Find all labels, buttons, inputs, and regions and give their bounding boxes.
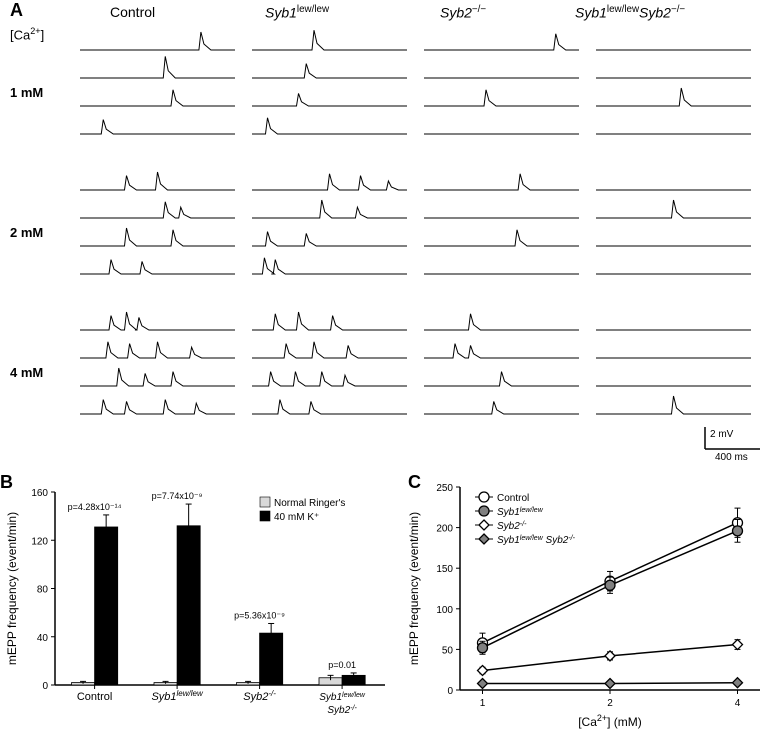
panel-a: A Control Syb1lew/lew Syb2−/− Syb1lew/le…: [0, 0, 775, 465]
trace: [424, 112, 579, 138]
svg-text:p=7.74x10⁻⁹: p=7.74x10⁻⁹: [152, 491, 203, 501]
trace: [252, 392, 407, 418]
svg-text:40: 40: [37, 633, 49, 644]
trace: [80, 364, 235, 390]
svg-text:40 mM K⁺: 40 mM K⁺: [274, 512, 319, 523]
trace: [252, 168, 407, 194]
svg-text:Normal Ringer's: Normal Ringer's: [274, 498, 345, 509]
svg-text:Syb1lew/lew: Syb1lew/lew: [497, 507, 544, 519]
scale-x-label: 400 ms: [715, 452, 748, 463]
trace: [424, 392, 579, 418]
panel-c: C 0 50 100 150 200 250 1 2 4 mEPP frequency (even…: [400, 472, 775, 740]
trace: [424, 28, 579, 54]
trace: [80, 84, 235, 110]
header-double: Syb1lew/lewSyb2−/−: [575, 4, 685, 21]
scale-y-label: 2 mV: [710, 429, 734, 440]
trace: [252, 224, 407, 250]
svg-text:0: 0: [447, 686, 453, 697]
panel-b: B 0 40 80 120 160 mEPP frequency (event/min) p…: [0, 472, 395, 740]
trace: [596, 252, 751, 278]
header-control: Control: [110, 4, 155, 20]
svg-text:p=4.28x10⁻¹⁴: p=4.28x10⁻¹⁴: [68, 502, 122, 512]
svg-text:1: 1: [480, 698, 486, 709]
trace: [596, 336, 751, 362]
svg-text:50: 50: [442, 645, 454, 656]
trace: [80, 252, 235, 278]
svg-text:Control: Control: [77, 691, 112, 703]
row-1mm: 1 mM: [10, 85, 43, 100]
svg-text:mEPP frequency (event/min): mEPP frequency (event/min): [407, 512, 421, 665]
trace: [596, 224, 751, 250]
trace: [424, 336, 579, 362]
trace: [596, 196, 751, 222]
trace: [80, 336, 235, 362]
trace: [252, 252, 407, 278]
trace: [80, 392, 235, 418]
trace: [424, 308, 579, 334]
svg-text:p=0.01: p=0.01: [328, 660, 356, 670]
trace: [252, 28, 407, 54]
svg-text:p=5.36x10⁻⁹: p=5.36x10⁻⁹: [234, 610, 285, 620]
trace: [424, 364, 579, 390]
trace: [80, 56, 235, 82]
trace: [424, 56, 579, 82]
svg-text:0: 0: [42, 681, 48, 692]
row-4mm: 4 mM: [10, 365, 43, 380]
svg-text:Syb1lew/lew: Syb1lew/lew: [151, 689, 204, 704]
trace: [252, 56, 407, 82]
svg-text:120: 120: [31, 536, 48, 547]
trace: [596, 364, 751, 390]
ca-label: [Ca2+]: [10, 26, 44, 42]
trace: [596, 308, 751, 334]
svg-text:4: 4: [735, 698, 741, 709]
trace: [80, 28, 235, 54]
trace: [80, 196, 235, 222]
trace: [596, 112, 751, 138]
svg-text:[Ca2+] (mM): [Ca2+] (mM): [578, 713, 642, 729]
scale-bar: 2 mV 400 ms: [695, 427, 755, 457]
trace: [424, 168, 579, 194]
svg-text:250: 250: [436, 483, 453, 494]
svg-text:160: 160: [31, 488, 48, 499]
svg-text:Syb1lew/lew: Syb1lew/lew: [319, 692, 366, 704]
header-syb2: Syb2−/−: [440, 4, 486, 21]
svg-text:2: 2: [607, 698, 613, 709]
trace: [252, 336, 407, 362]
svg-text:mEPP frequency (event/min): mEPP frequency (event/min): [5, 512, 19, 665]
svg-text:Control: Control: [497, 493, 529, 504]
svg-text:Syb2-/-: Syb2-/-: [497, 521, 527, 533]
trace: [424, 224, 579, 250]
trace: [80, 308, 235, 334]
trace: [424, 84, 579, 110]
panel-b-label: B: [0, 472, 13, 493]
trace: [596, 84, 751, 110]
trace: [596, 168, 751, 194]
panel-c-label: C: [408, 472, 421, 493]
trace: [424, 196, 579, 222]
svg-text:150: 150: [436, 564, 453, 575]
bar-chart: 0 40 80 120 160 mEPP frequency (event/min) p=4…: [0, 472, 395, 740]
trace: [80, 224, 235, 250]
svg-text:80: 80: [37, 585, 49, 596]
svg-text:Syb1lew/lew Syb2-/-: Syb1lew/lew Syb2-/-: [497, 535, 576, 547]
trace: [596, 28, 751, 54]
trace: [80, 168, 235, 194]
trace: [252, 364, 407, 390]
svg-text:Syb2-/-: Syb2-/-: [327, 705, 357, 717]
row-2mm: 2 mM: [10, 225, 43, 240]
trace: [596, 56, 751, 82]
panel-a-label: A: [10, 0, 23, 21]
trace: [80, 112, 235, 138]
svg-text:Syb2-/-: Syb2-/-: [243, 689, 276, 704]
header-syb1: Syb1lew/lew: [265, 4, 329, 21]
trace: [252, 308, 407, 334]
line-chart: 0 50 100 150 200 250 1 2 4 mEPP frequency (event/…: [400, 472, 775, 740]
trace: [252, 84, 407, 110]
trace: [252, 112, 407, 138]
trace: [596, 392, 751, 418]
svg-text:100: 100: [436, 605, 453, 616]
trace: [424, 252, 579, 278]
trace: [252, 196, 407, 222]
svg-text:200: 200: [436, 524, 453, 535]
